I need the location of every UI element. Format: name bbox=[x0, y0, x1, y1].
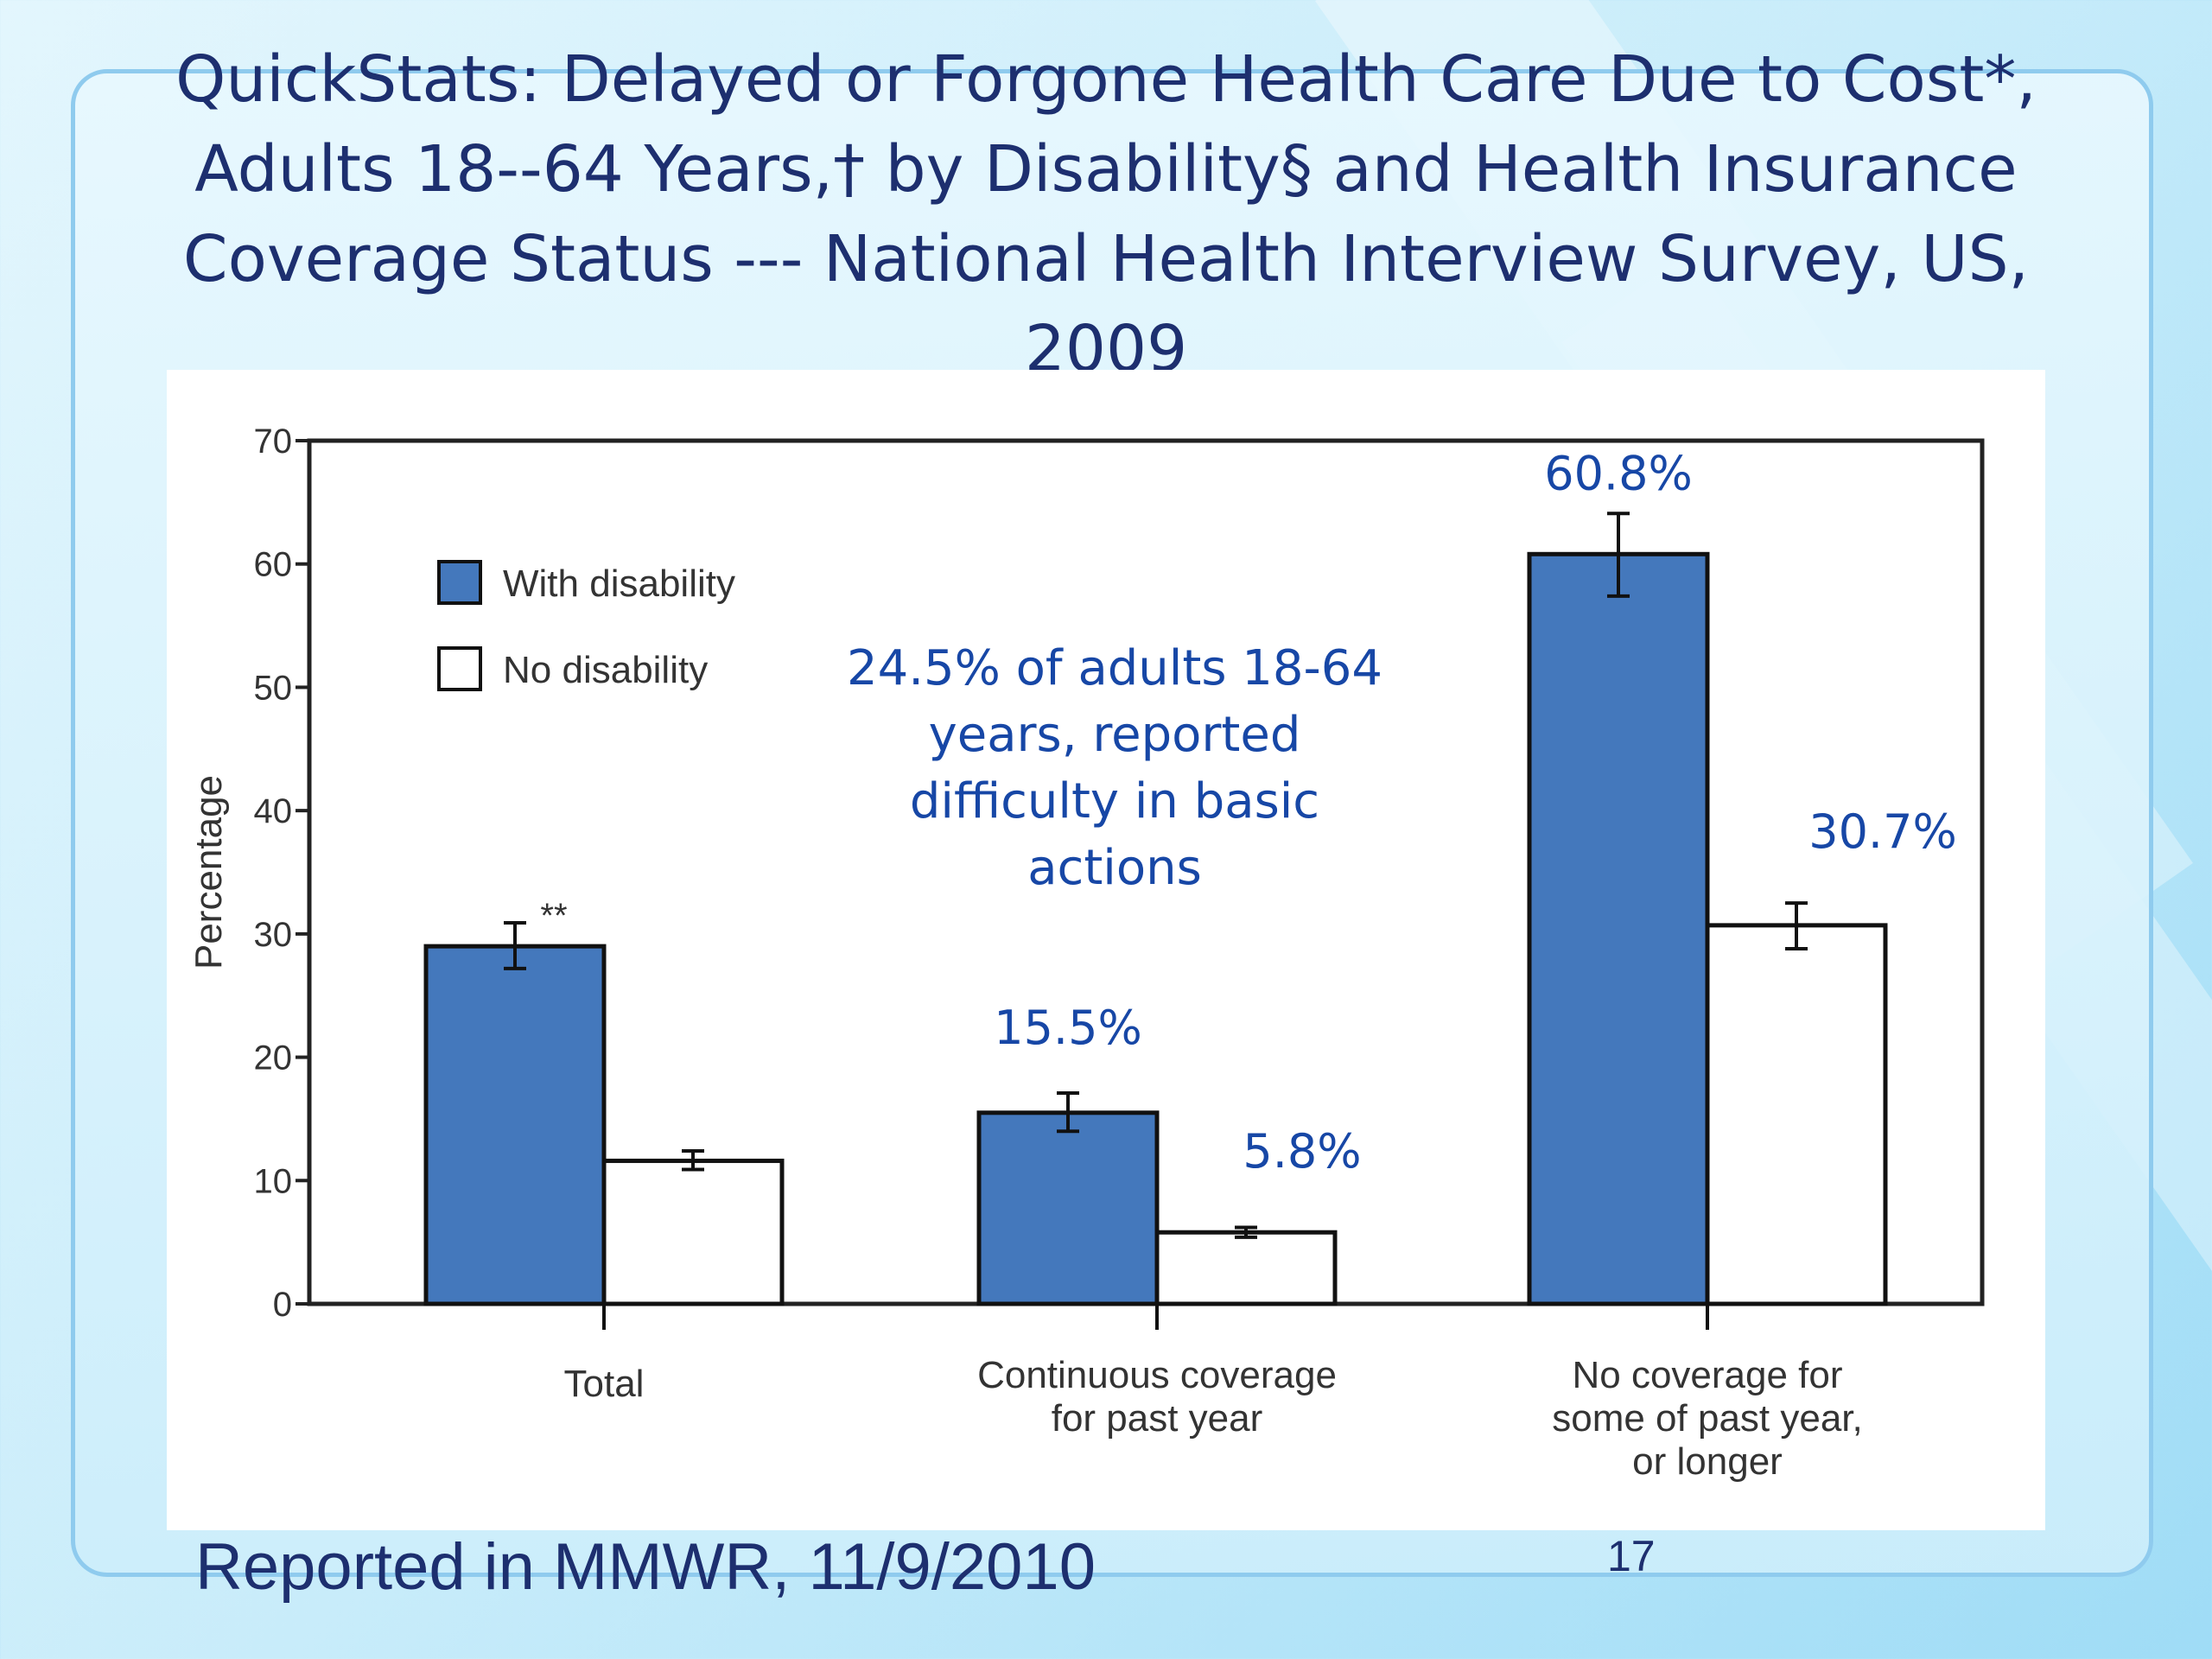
annotation-text: years, reported bbox=[929, 707, 1301, 763]
page-number: 17 bbox=[1607, 1532, 1656, 1580]
annotation-text: 24.5% of adults 18-64 bbox=[847, 640, 1382, 696]
bar-value-label: 30.7% bbox=[1808, 804, 1957, 859]
bar-value-label: 60.8% bbox=[1544, 446, 1693, 500]
slide-title: QuickStats: Delayed or Forgone Health Ca… bbox=[138, 35, 2074, 394]
title-line: Coverage Status --- National Health Inte… bbox=[182, 222, 2030, 296]
y-tick-label: 70 bbox=[254, 423, 293, 461]
y-tick-label: 30 bbox=[254, 916, 293, 954]
y-tick-label: 20 bbox=[254, 1039, 293, 1077]
y-tick-label: 40 bbox=[254, 792, 293, 830]
legend-swatch bbox=[437, 646, 482, 691]
x-category-label: or longer bbox=[1632, 1440, 1783, 1483]
x-category-label: Total bbox=[564, 1363, 645, 1405]
bar-value-label: 5.8% bbox=[1243, 1124, 1361, 1179]
annotation-text: actions bbox=[1027, 840, 1202, 896]
bar bbox=[423, 944, 607, 1306]
bar bbox=[1705, 923, 1888, 1306]
y-axis-label: Percentage bbox=[188, 775, 230, 969]
title-line: QuickStats: Delayed or Forgone Health Ca… bbox=[175, 42, 2037, 117]
x-category-label: for past year bbox=[1052, 1397, 1263, 1440]
bar-value-label: 15.5% bbox=[994, 1001, 1142, 1055]
significance-marker: ** bbox=[540, 897, 567, 935]
bar bbox=[1154, 1230, 1338, 1306]
legend-label: With disability bbox=[503, 563, 735, 605]
legend-label: No disability bbox=[503, 649, 708, 691]
bar bbox=[601, 1158, 785, 1306]
legend-swatch bbox=[437, 560, 482, 605]
x-category-label: No coverage for bbox=[1572, 1354, 1842, 1396]
source-footer: Reported in MMWR, 11/9/2010 bbox=[195, 1530, 1096, 1604]
title-line: Adults 18--64 Years,† by Disability§ and… bbox=[194, 132, 2018, 207]
y-tick-label: 0 bbox=[273, 1286, 292, 1324]
bar bbox=[976, 1110, 1160, 1306]
annotation-text: difficulty in basic bbox=[910, 773, 1319, 830]
x-category-label: Continuous coverage bbox=[977, 1354, 1337, 1396]
y-tick-label: 60 bbox=[254, 546, 293, 584]
y-tick-label: 10 bbox=[254, 1162, 293, 1200]
bar bbox=[1527, 551, 1710, 1306]
y-tick-label: 50 bbox=[254, 669, 293, 707]
x-category-label: some of past year, bbox=[1552, 1397, 1863, 1440]
